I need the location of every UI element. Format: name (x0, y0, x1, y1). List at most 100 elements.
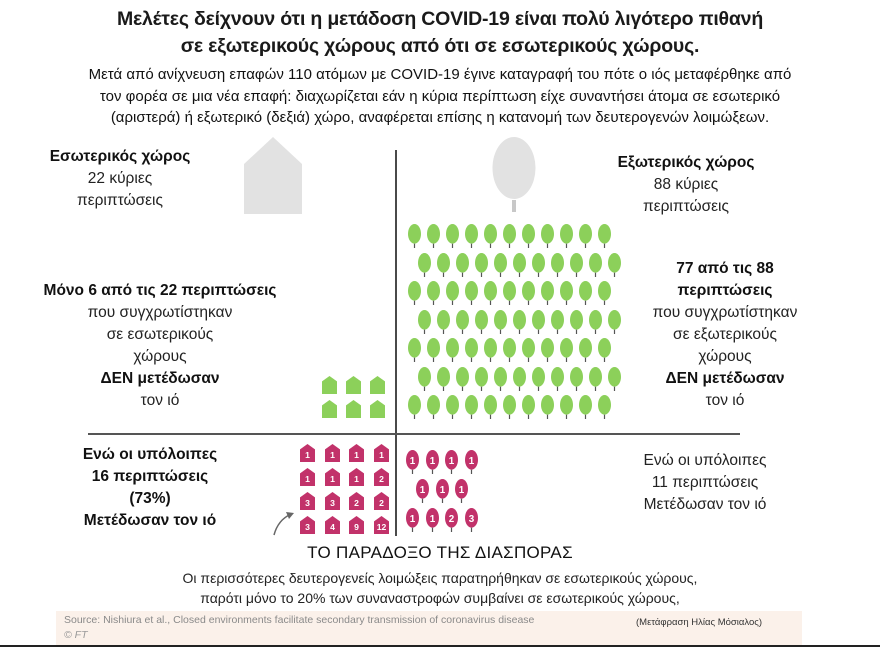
tree-icon (427, 281, 440, 310)
svg-text:1: 1 (410, 514, 416, 525)
tree-icon (456, 252, 469, 282)
svg-text:1: 1 (354, 450, 359, 460)
tree-icon (503, 338, 516, 367)
tree-icon (513, 252, 526, 282)
house-icon (244, 137, 302, 214)
svg-text:1: 1 (439, 485, 445, 496)
tree-icon (579, 338, 592, 367)
translation-credit: (Μετάφραση Ηλίας Μόσιαλος) (636, 617, 762, 628)
tree-icon (541, 338, 554, 367)
title-line-1: Μελέτες δείχνουν ότι η μετάδοση COVID-19… (116, 8, 764, 30)
arrow-icon (270, 508, 296, 541)
tree-icon (484, 338, 497, 367)
tree-icon (484, 281, 497, 310)
tree-icon (541, 281, 554, 310)
horizontal-divider (88, 433, 740, 435)
tree-icon (608, 252, 621, 282)
tree-icon: 1 (406, 450, 419, 479)
tree-icon (492, 137, 536, 213)
tree-icon (551, 252, 564, 282)
indoor-no-spread-line-3: σε εσωτερικούς (106, 326, 214, 343)
house-icon: 1 (300, 468, 315, 491)
svg-text:1: 1 (305, 474, 310, 484)
tree-icon (484, 224, 497, 253)
tree-icon (418, 309, 431, 339)
tree-icon (446, 338, 459, 367)
outdoor-no-spread-line-1: 77 από τις 88 (676, 260, 774, 277)
tree-icon: 1 (425, 508, 439, 537)
indoor-count: 22 κύριες (87, 170, 153, 187)
indoor-no-spread-line-1: Μόνο 6 από τις 22 περιπτώσεις (43, 282, 277, 299)
tree-icon (598, 395, 611, 424)
tree-icon (598, 338, 611, 367)
tree-icon (570, 366, 583, 396)
outdoor-no-spread-label: 77 από τις 88 περιπτώσεις που συγχρωτίστ… (620, 258, 830, 412)
tree-icon (437, 252, 450, 282)
svg-text:3: 3 (305, 498, 310, 508)
svg-text:1: 1 (449, 456, 455, 467)
tree-icon: 1 (455, 479, 468, 508)
house-icon: 3 (300, 516, 315, 539)
tree-icon: 1 (425, 450, 439, 479)
svg-text:1: 1 (429, 456, 435, 467)
svg-text:12: 12 (376, 522, 386, 532)
svg-text:2: 2 (379, 474, 384, 484)
tree-icon (427, 224, 440, 253)
outdoor-no-spread-line-3: που συγχρωτίστηκαν (652, 304, 798, 321)
tree-icon: 1 (435, 479, 449, 508)
tree-icon (608, 366, 621, 396)
outdoor-spread-label: Ενώ οι υπόλοιπες 11 περιπτώσεις Μετέδωσα… (610, 450, 800, 516)
paradox-line-1: Οι περισσότερες δευτερογενείς λοιμώξεις … (182, 570, 698, 586)
tree-icon (494, 252, 507, 282)
tree-icon: 1 (416, 479, 429, 508)
vertical-divider (395, 150, 397, 536)
outdoor-no-spread-line-2: περιπτώσεις (677, 282, 773, 299)
svg-text:1: 1 (330, 450, 335, 460)
svg-text:1: 1 (459, 485, 465, 496)
tree-icon: 1 (445, 450, 458, 479)
subtitle-line-2: τον φορέα σε μια νέα επαφή: διαχωρίζεται… (99, 87, 781, 105)
house-icon: 3 (324, 492, 340, 515)
tree-icon (475, 252, 488, 282)
house-icon: 4 (324, 516, 340, 539)
paradox-line-2: παρότι μόνο το 20% των συναναστροφών συμ… (200, 590, 680, 606)
svg-text:3: 3 (330, 498, 335, 508)
tree-icon (598, 281, 611, 310)
house-icon: 2 (373, 468, 389, 491)
outdoor-no-spread-line-5: χώρους (698, 348, 752, 365)
svg-text:2: 2 (449, 514, 455, 525)
house-icon: 2 (373, 492, 389, 515)
infographic-title: Μελέτες δείχνουν ότι η μετάδοση COVID-19… (0, 6, 880, 60)
tree-icon (579, 224, 592, 253)
svg-text:1: 1 (420, 485, 426, 496)
tree-icon (465, 338, 478, 367)
tree-icon (551, 309, 564, 339)
tree-icon (570, 252, 583, 282)
tree-icon (598, 224, 611, 253)
outdoor-spread-line-1: Ενώ οι υπόλοιπες (643, 452, 767, 469)
house-icon: 3 (300, 492, 315, 515)
tree-icon: 1 (464, 450, 478, 479)
svg-text:2: 2 (354, 498, 359, 508)
outdoor-heading: Εξωτερικός χώρος (617, 154, 755, 171)
tree-icon (608, 309, 621, 339)
outdoor-spread-line-3: Μετέδωσαν τον ιό (643, 496, 767, 513)
indoor-no-spread-label: Μόνο 6 από τις 22 περιπτώσεις που συγχρω… (20, 280, 300, 412)
bottom-rule (0, 645, 880, 647)
svg-text:9: 9 (354, 522, 359, 532)
tree-icon (427, 395, 440, 424)
infographic-subtitle: Μετά από ανίχνευση επαφών 110 ατόμων με … (0, 64, 880, 129)
tree-icon (418, 366, 431, 396)
tree-icon (560, 224, 573, 253)
indoor-spreader-grid: 1 1 1 1 1 1 1 2 3 3 2 2 3 4 9 12 (300, 444, 389, 534)
copyright: © FT (64, 629, 88, 641)
svg-text:1: 1 (379, 450, 384, 460)
indoor-count-unit: περιπτώσεις (77, 192, 163, 209)
tree-icon (579, 281, 592, 310)
tree-icon (541, 224, 554, 253)
tree-icon (475, 309, 488, 339)
source-credit: Source: Nishiura et al., Closed environm… (64, 614, 535, 626)
tree-icon (418, 252, 431, 282)
house-icon: 1 (349, 444, 364, 467)
tree-icon (503, 224, 516, 253)
